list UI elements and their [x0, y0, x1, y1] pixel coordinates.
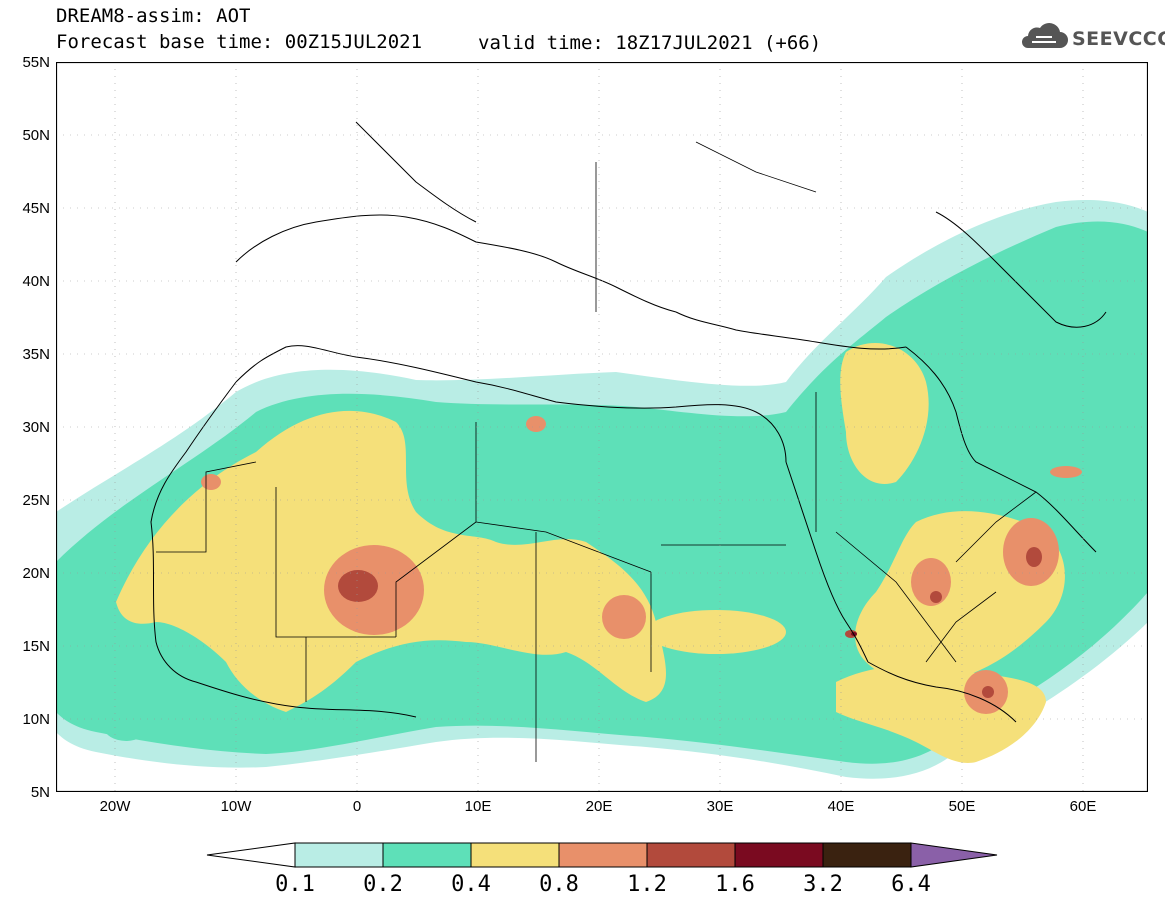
- colorbar-swatch: [382, 842, 472, 868]
- cloud-icon: [1022, 23, 1068, 48]
- coastlines: [150, 121, 1107, 723]
- colorbar-swatch: [558, 842, 648, 868]
- colorbar-swatch: [734, 842, 824, 868]
- aot-band-1.2: [338, 547, 1042, 698]
- seevccc-logo: SEEVCCC: [1018, 22, 1165, 56]
- logo-text: SEEVCCC: [1072, 28, 1165, 50]
- lat-label: 55N: [22, 54, 50, 71]
- colorbar-low-arrow: [206, 842, 296, 868]
- lat-label: 40N: [22, 273, 50, 290]
- lon-label: 10E: [464, 798, 492, 815]
- lat-label: 35N: [22, 346, 50, 363]
- colorbar-swatch: [470, 842, 560, 868]
- lon-label: 60E: [1069, 798, 1097, 815]
- colorbar-label: 0.1: [275, 872, 315, 897]
- colorbar-label: 0.4: [451, 872, 491, 897]
- lon-label: 50E: [948, 798, 976, 815]
- colorbar-high-arrow: [910, 842, 998, 868]
- colorbar-label: 0.2: [363, 872, 403, 897]
- graticule: [56, 62, 1148, 792]
- lat-label: 30N: [22, 419, 50, 436]
- colorbar: [206, 842, 998, 868]
- lon-label: 30E: [706, 798, 734, 815]
- map-title: DREAM8-assim: AOT: [56, 5, 251, 27]
- colorbar-label: 1.6: [715, 872, 755, 897]
- valid-time: valid time: 18Z17JUL2021 (+66): [478, 32, 822, 54]
- colorbar-swatch: [294, 842, 384, 868]
- country-borders: [156, 141, 1037, 762]
- lat-label: 5N: [30, 784, 50, 801]
- colorbar-label: 6.4: [891, 872, 931, 897]
- lon-label: 40E: [827, 798, 855, 815]
- lon-label: 20E: [585, 798, 613, 815]
- colorbar-label: 3.2: [803, 872, 843, 897]
- colorbar-swatch: [822, 842, 912, 868]
- map-border: [56, 62, 1148, 792]
- lat-label: 20N: [22, 565, 50, 582]
- lon-label: 10W: [220, 798, 252, 815]
- colorbar-swatch: [646, 842, 736, 868]
- lat-label: 10N: [22, 711, 50, 728]
- lon-label: 0: [352, 798, 362, 815]
- lat-label: 15N: [22, 638, 50, 655]
- lon-label: 20W: [99, 798, 131, 815]
- lat-label: 25N: [22, 492, 50, 509]
- forecast-base-time: Forecast base time: 00Z15JUL2021: [56, 31, 423, 53]
- aot-map: [56, 62, 1148, 792]
- colorbar-label: 1.2: [627, 872, 667, 897]
- colorbar-label: 0.8: [539, 872, 579, 897]
- lat-label: 50N: [22, 127, 50, 144]
- lat-label: 45N: [22, 200, 50, 217]
